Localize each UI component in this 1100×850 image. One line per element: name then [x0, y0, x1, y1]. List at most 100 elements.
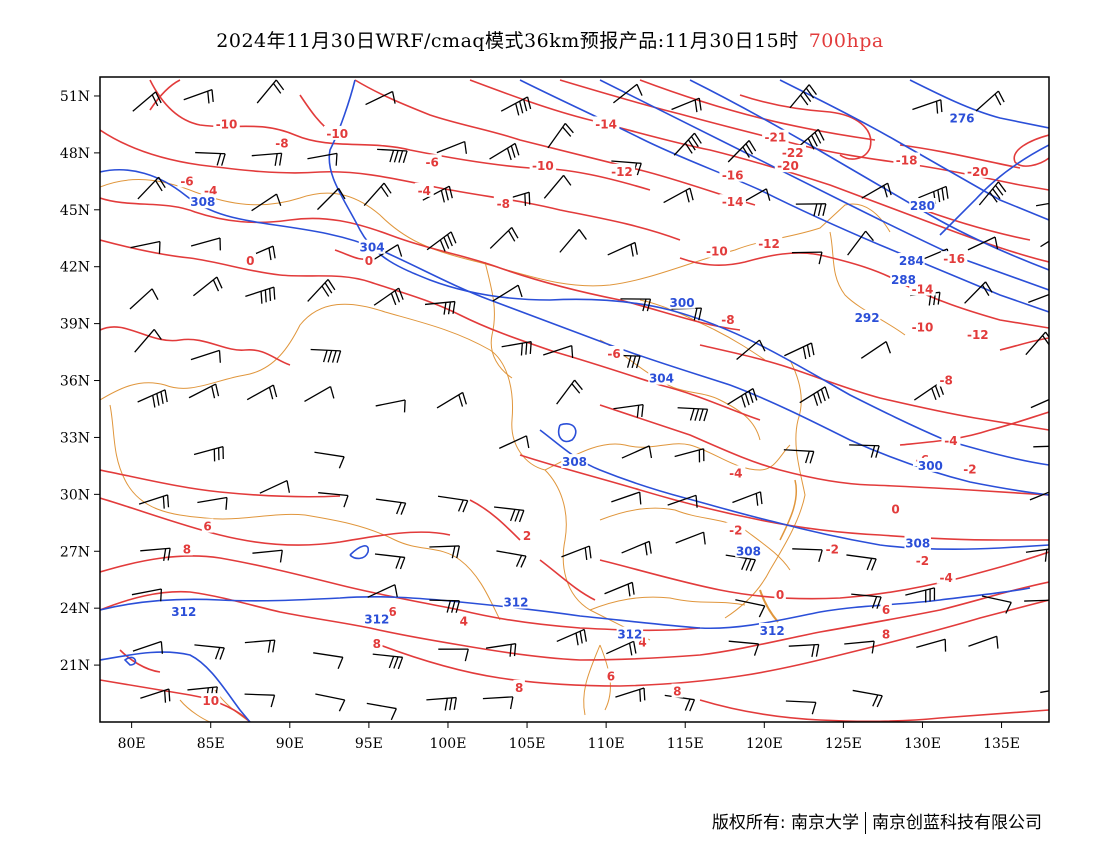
temperature-label: -4 [940, 571, 953, 585]
temperature-label: -2 [963, 463, 976, 477]
wind-barb [792, 548, 823, 562]
height-label-bg [189, 194, 217, 209]
wind-barb [422, 185, 453, 203]
wind-barb [375, 399, 406, 413]
wind-barb [543, 174, 572, 199]
temperature-label-bg [774, 586, 786, 601]
temperature-label: -4 [729, 466, 742, 480]
temperature-label: 0 [776, 588, 784, 602]
wind-barb [197, 496, 228, 510]
wind-barb [259, 479, 291, 494]
height-label: 308 [905, 537, 930, 551]
wind-barb [725, 554, 756, 572]
temperature-label: -2 [916, 554, 929, 568]
height-label-bg [668, 294, 696, 309]
wind-barb [437, 495, 469, 513]
lon-tick-label: 95E [355, 736, 383, 752]
temperature-label-bg [940, 251, 968, 266]
temperature-label-bg [513, 679, 525, 694]
latitude-axis: 51N 48N 45N 42N 39N 36N 33N 30N 27N 24N 21N [60, 89, 100, 674]
temperature-label-bg [521, 528, 533, 543]
wind-barb [860, 341, 892, 359]
map-background [100, 77, 1049, 722]
lon-tick-label: 130E [904, 736, 941, 752]
temperature-label: -14 [722, 195, 744, 209]
wind-barb [677, 407, 709, 422]
wind-barb [429, 599, 461, 613]
wind-barb [606, 640, 637, 656]
temperature-label: 6 [388, 605, 396, 619]
map-title: 2024年11月30日WRF/cmaq模式36km预报产品:11月30日15时 7… [0, 26, 1100, 53]
temperature-label-bg [703, 243, 731, 258]
wind-barb [667, 494, 698, 508]
height-label-bg [909, 198, 936, 212]
temperature-label: 6 [203, 520, 211, 534]
height-label: 312 [617, 628, 642, 642]
wind-barb [846, 554, 877, 571]
temperature-label-bg [719, 167, 746, 182]
height-label-bg [561, 454, 588, 469]
height-label-bg [358, 239, 386, 254]
wind-barb [621, 540, 652, 556]
wind-barb [246, 384, 278, 401]
height-label: 304 [360, 241, 385, 255]
wind-barb [556, 628, 587, 646]
height-label: 312 [171, 605, 196, 619]
temperature-label: -14 [912, 282, 934, 296]
temperature-label-bg [177, 173, 197, 188]
wind-barb [559, 229, 587, 253]
temperature-label-bg [493, 196, 513, 211]
wind-barb [190, 349, 221, 363]
wind-barb [620, 298, 652, 312]
temperature-label: -8 [275, 136, 288, 150]
temperature-label: -10 [706, 245, 728, 259]
wind-barb [784, 342, 815, 360]
wind-barb [1028, 293, 1049, 304]
temperature-label-bg [964, 163, 992, 178]
wind-barb [493, 506, 525, 523]
wind-barb [607, 241, 638, 257]
temperature-label-bg [213, 116, 240, 131]
wind-barb [377, 148, 408, 163]
wind-barb [365, 90, 396, 106]
wind-barb [132, 640, 164, 654]
temperature-label: -12 [967, 328, 989, 342]
wind-barb [193, 445, 224, 462]
temperature-label: 2 [523, 529, 531, 543]
wind-barb [735, 599, 766, 618]
temperature-label-bg [529, 158, 557, 173]
temperature-label: -16 [722, 169, 744, 183]
wind-barb [1040, 240, 1049, 248]
temperature-label: -6 [180, 174, 193, 188]
temperature-label: 0 [891, 503, 899, 517]
wind-barb [374, 553, 406, 570]
height-label-bg [904, 535, 931, 550]
wind-barb [193, 276, 223, 297]
wind-barb [981, 595, 1012, 614]
temperature-label: -8 [497, 197, 510, 211]
wind-barb [140, 688, 171, 703]
wind-barb [252, 549, 283, 563]
height-label: 308 [190, 195, 215, 209]
height-label-bg [363, 611, 391, 626]
height-label: 288 [891, 273, 916, 287]
wind-barb [363, 182, 392, 207]
temperature-label-bg [719, 194, 746, 209]
wind-barb [375, 498, 407, 515]
wind-barb [913, 382, 945, 401]
wind-barb [861, 182, 892, 199]
wind-barb [849, 444, 880, 458]
wind-barb [314, 451, 345, 469]
lon-tick-label: 90E [276, 736, 304, 752]
temperature-label: 10 [202, 694, 219, 708]
map-frame [99, 76, 1050, 723]
temperature-label: -4 [418, 184, 431, 198]
wind-barb [791, 251, 823, 265]
height-label-bg [890, 271, 917, 286]
wind-barb [604, 581, 635, 597]
wind-barb [426, 231, 457, 252]
height-label-bg [948, 110, 976, 125]
wind-barb [307, 152, 338, 166]
